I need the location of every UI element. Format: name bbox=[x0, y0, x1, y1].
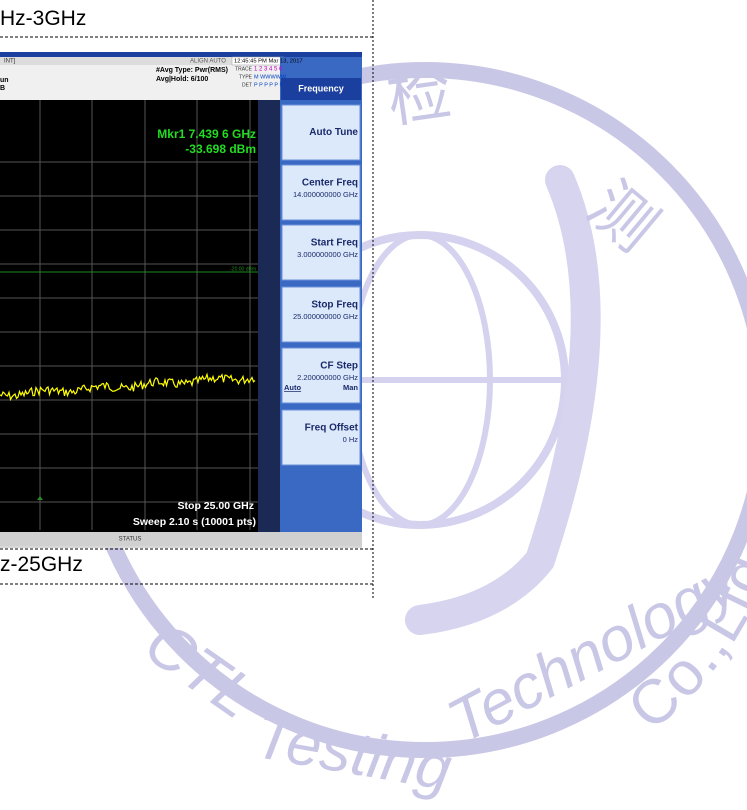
menu-button[interactable] bbox=[281, 347, 361, 404]
label: P P P P P P bbox=[254, 82, 283, 88]
menu-button[interactable] bbox=[281, 224, 361, 281]
label: M WWWWW bbox=[254, 74, 287, 80]
label: INT] bbox=[4, 59, 16, 65]
menu-button[interactable] bbox=[281, 409, 361, 466]
menu-title-box bbox=[281, 78, 361, 100]
label: Frequency bbox=[298, 83, 344, 93]
bottom-bar bbox=[0, 532, 362, 546]
label: Center Freq bbox=[302, 178, 358, 189]
label: Auto Tune bbox=[309, 127, 358, 138]
label: 0 Hz bbox=[343, 435, 359, 444]
label: Avg|Hold: 6/100 bbox=[156, 76, 208, 83]
label: Sweep 2.10 s (10001 pts) bbox=[133, 516, 256, 528]
label: CF Step bbox=[320, 361, 358, 372]
label: STATUS bbox=[119, 537, 142, 543]
menu-button[interactable] bbox=[281, 164, 361, 221]
status-row bbox=[0, 57, 280, 65]
label: 1 2 3 4 5 6 bbox=[254, 67, 283, 73]
label: un bbox=[0, 77, 9, 84]
display bbox=[0, 100, 258, 532]
laurel bbox=[405, 165, 601, 635]
label: Start Freq bbox=[311, 238, 358, 249]
label: -20.00 dBm bbox=[230, 266, 256, 272]
label: TRACE bbox=[235, 66, 253, 72]
caption: Hz-3GHz bbox=[0, 7, 87, 30]
label: #Avg Type: Pwr(RMS) bbox=[156, 67, 228, 74]
label: Mkr1 7.439 6 GHz bbox=[157, 127, 256, 141]
wm-char: 检 bbox=[383, 56, 457, 138]
label: -33.698 dBm bbox=[185, 142, 256, 156]
label: 25.000000000 GHz bbox=[293, 312, 358, 321]
label: Auto bbox=[284, 383, 301, 392]
display-edge bbox=[258, 100, 280, 532]
analyzer-screenshot: INT] ALIGN AUTO 12:45:45 PM Mar 13, 2017 #A… bbox=[0, 52, 362, 548]
label: ALIGN AUTO bbox=[190, 59, 226, 65]
window-bar bbox=[0, 52, 362, 57]
label: Stop Freq bbox=[311, 300, 358, 311]
trace bbox=[0, 372, 256, 402]
label: 3.000000000 GHz bbox=[297, 250, 358, 259]
menu-button[interactable] bbox=[281, 104, 361, 161]
label: 12:45:45 PM Mar 13, 2017 bbox=[234, 59, 303, 65]
label: TYPE bbox=[239, 74, 253, 80]
label: B bbox=[0, 85, 5, 92]
marker bbox=[37, 496, 43, 500]
label: Freq Offset bbox=[305, 423, 359, 434]
label: 2.200000000 GHz bbox=[297, 373, 358, 382]
label: Man bbox=[343, 383, 358, 392]
label: Stop 25.00 GHz bbox=[178, 500, 254, 512]
menu-button[interactable] bbox=[281, 286, 361, 343]
caption: z-25GHz bbox=[0, 553, 83, 576]
label: 14.000000000 GHz bbox=[293, 190, 358, 199]
label: DET bbox=[242, 82, 252, 88]
